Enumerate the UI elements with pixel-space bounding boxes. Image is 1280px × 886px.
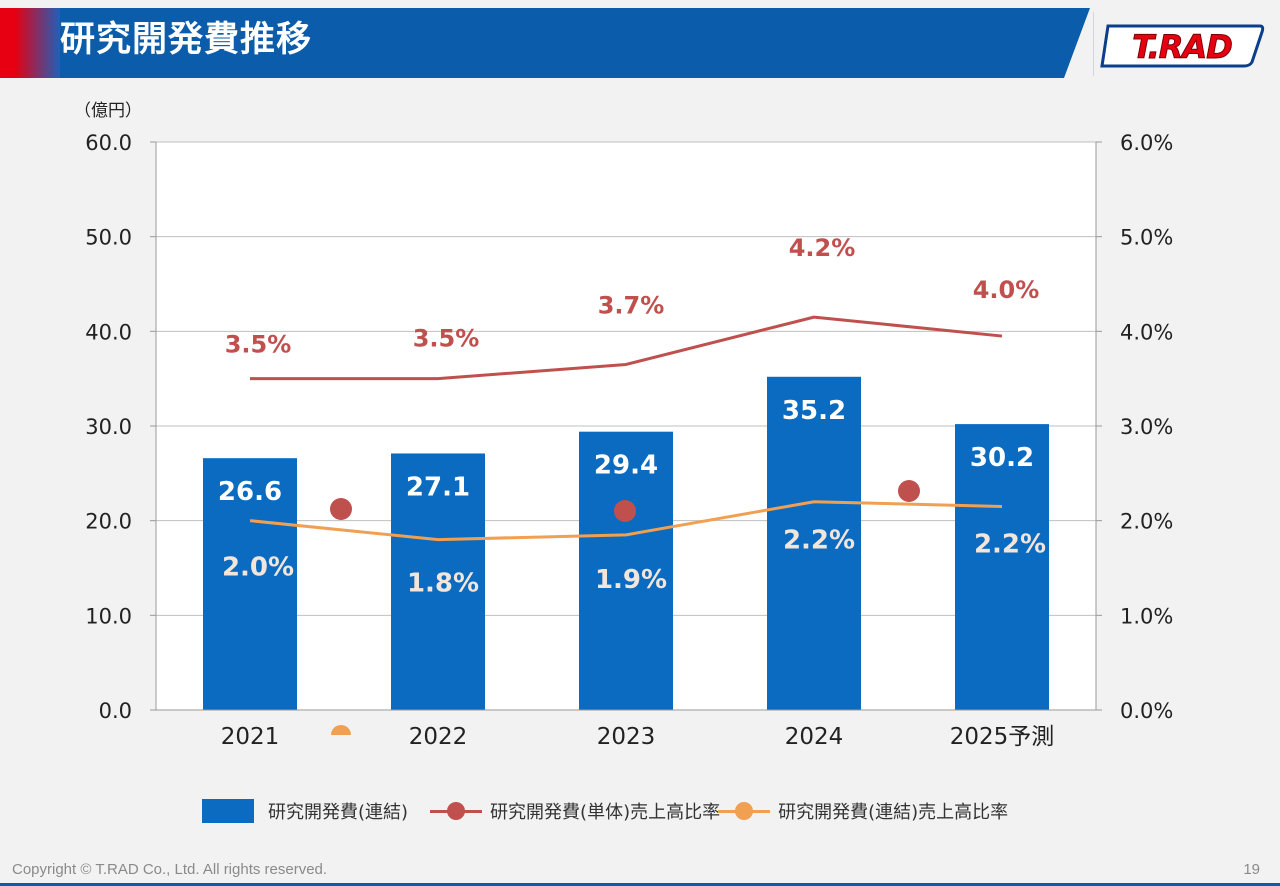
ratio-label-consolidated: 1.8% — [407, 569, 479, 599]
page-number: 19 — [1243, 861, 1260, 878]
bar-value-label: 26.6 — [218, 477, 282, 507]
ratio-label-consolidated: 1.9% — [595, 565, 667, 595]
ratio-label-standalone: 4.2% — [789, 234, 856, 262]
marker-dot — [614, 500, 636, 522]
header-accent — [0, 8, 60, 78]
footer-rule — [0, 883, 1280, 886]
y-right-tick-label: 1.0% — [1120, 604, 1173, 628]
bar — [767, 376, 861, 710]
marker-dot — [898, 480, 920, 502]
legend-label: 研究開発費(連結)売上高比率 — [778, 802, 1009, 823]
bar-value-label: 27.1 — [406, 472, 470, 502]
x-tick-label: 2021 — [221, 724, 280, 750]
ratio-label-consolidated: 2.2% — [783, 526, 855, 556]
page-title: 研究開発費推移 — [60, 20, 313, 60]
y-unit-label: （億円） — [74, 101, 142, 121]
svg-text:T.RAD: T.RAD — [1132, 28, 1232, 66]
legend-item-consolidated-ratio: 研究開発費(連結)売上高比率 — [718, 798, 1009, 824]
ratio-label-standalone: 3.7% — [598, 291, 665, 319]
y-left-tick-label: 0.0 — [99, 699, 132, 723]
y-left-tick-label: 50.0 — [85, 226, 132, 250]
legend-swatch-bar — [202, 799, 254, 823]
ratio-label-consolidated: 2.2% — [974, 529, 1046, 559]
header-bar — [0, 8, 1090, 78]
x-tick-label: 2023 — [597, 724, 656, 750]
header-divider — [1093, 12, 1094, 76]
line-consolidated-ratio — [249, 500, 1003, 542]
header-background — [60, 8, 1090, 78]
legend-swatch-line-red — [430, 801, 483, 821]
y-right-tick-label: 5.0% — [1120, 226, 1173, 250]
y-right-tick-label: 0.0% — [1120, 699, 1173, 723]
bar — [391, 453, 485, 710]
y-left-tick-label: 20.0 — [85, 510, 132, 534]
marker-dot — [330, 498, 352, 520]
x-tick-label: 2025予測 — [950, 724, 1055, 750]
y-left-tick-label: 10.0 — [85, 604, 132, 628]
bar-value-label: 35.2 — [782, 396, 846, 426]
ratio-label-standalone: 3.5% — [225, 331, 292, 359]
legend-item-rd-consolidated: 研究開発費(連結) — [202, 798, 408, 824]
bar-value-label: 30.2 — [970, 443, 1034, 473]
bar-value-label: 29.4 — [594, 451, 658, 481]
ratio-label-standalone: 3.5% — [413, 325, 480, 353]
bar — [203, 458, 297, 710]
ratio-label-standalone: 4.0% — [973, 276, 1040, 304]
y-left-tick-label: 40.0 — [85, 320, 132, 344]
y-left-tick-label: 30.0 — [85, 415, 132, 439]
y-left-tick-label: 60.0 — [85, 131, 132, 155]
legend-swatch-line-orange — [718, 801, 771, 821]
y-right-tick-label: 4.0% — [1120, 320, 1173, 344]
line-standalone-ratio — [250, 315, 1003, 381]
legend-label: 研究開発費(連結) — [268, 802, 409, 823]
y-right-tick-label: 3.0% — [1120, 415, 1173, 439]
ratio-label-consolidated: 2.0% — [222, 553, 294, 583]
copyright: Copyright © T.RAD Co., Ltd. All rights r… — [12, 861, 328, 878]
x-tick-label: 2024 — [785, 724, 844, 750]
bar — [955, 424, 1049, 710]
bar — [579, 431, 673, 710]
legend-label: 研究開発費(単体)売上高比率 — [490, 802, 721, 823]
marker-dot — [331, 725, 351, 735]
trad-logo: T.RAD — [1100, 24, 1265, 68]
y-right-tick-label: 2.0% — [1120, 510, 1173, 534]
x-tick-label: 2022 — [409, 724, 468, 750]
legend: 研究開発費(連結) 研究開発費(単体)売上高比率 研究開発費(連結)売上高比率 — [202, 796, 1008, 826]
legend-item-standalone-ratio: 研究開発費(単体)売上高比率 — [408, 798, 720, 824]
chart: 0.0 10.0 20.0 30.0 40.0 50.0 60.0 0.0% 1.0% 2.0% 3… — [85, 131, 1173, 750]
y-right-tick-label: 6.0% — [1120, 131, 1173, 155]
